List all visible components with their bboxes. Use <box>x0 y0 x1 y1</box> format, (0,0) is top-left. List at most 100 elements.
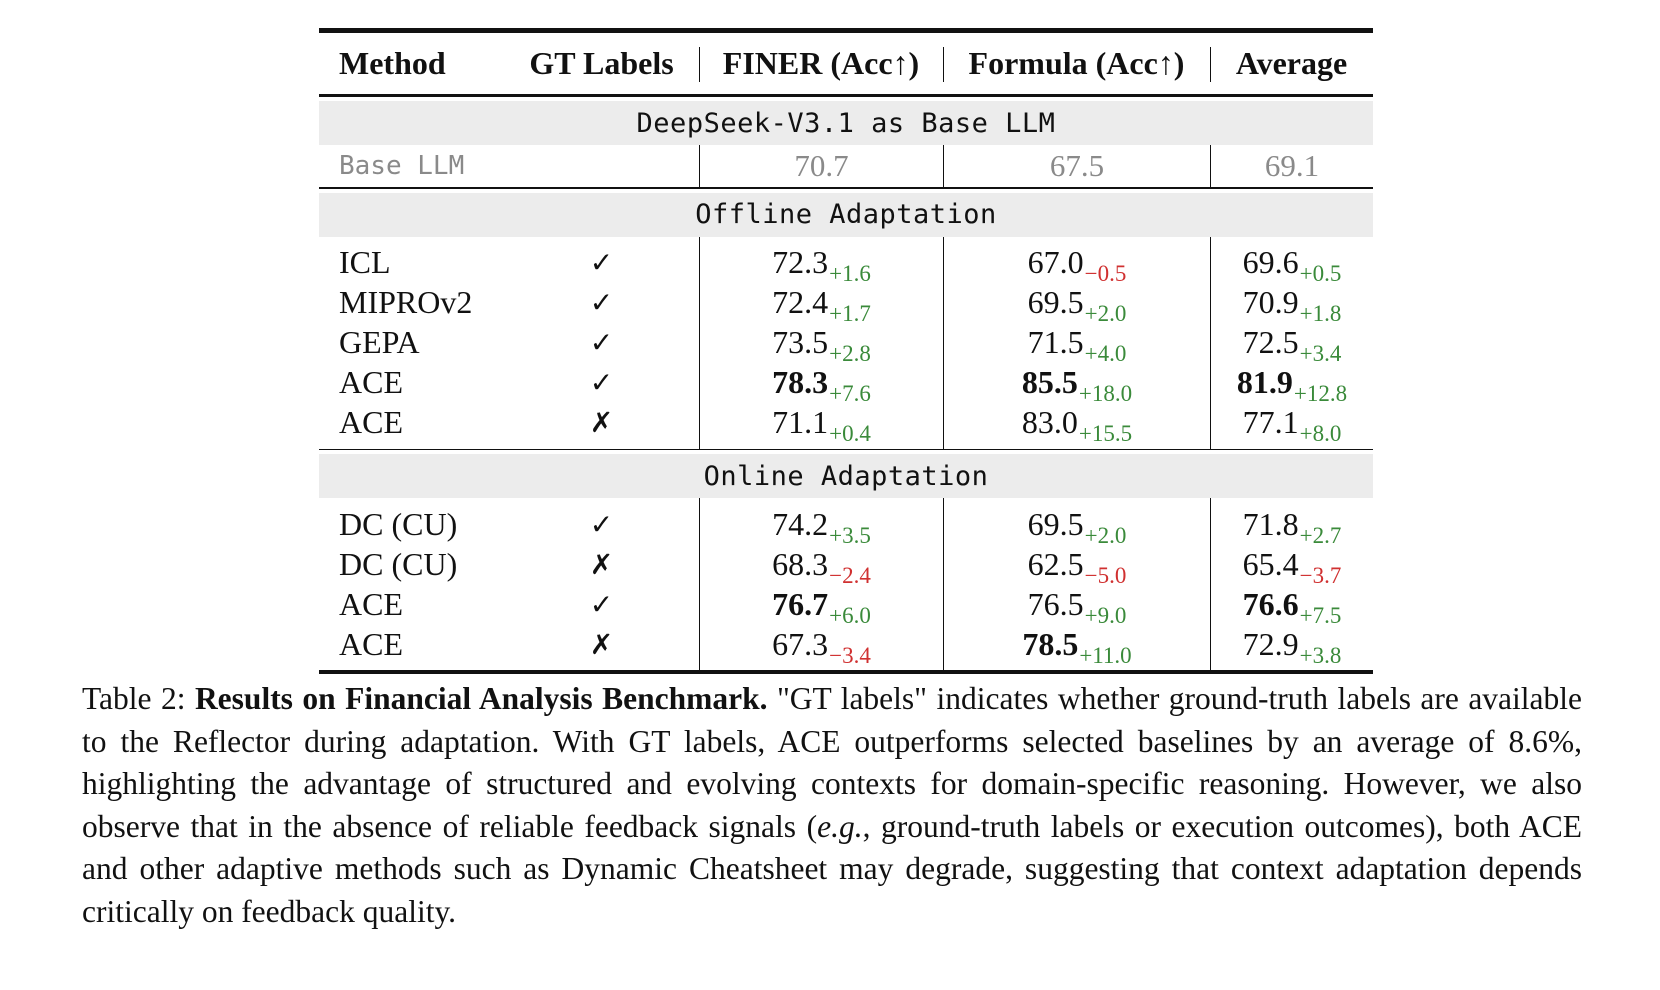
gt-label-cell: ✓ <box>504 243 699 283</box>
average-score: 70.9 <box>1242 284 1299 320</box>
caption-label: Table 2: <box>82 681 186 716</box>
finer-cell: 74.2 +3.5 <box>699 504 943 548</box>
gt-label-cell: ✗ <box>504 403 699 443</box>
formula-value: 67.0 −0.5 <box>1028 244 1127 286</box>
section-offline: Offline Adaptation <box>319 192 1373 237</box>
finer-score: 78.3 <box>772 364 829 400</box>
average-delta: +8.0 <box>1299 421 1342 446</box>
finer-cell: 71.1 +0.4 <box>699 402 943 446</box>
average-score: 76.6 <box>1242 585 1299 622</box>
finer-value: 76.7 +6.0 <box>772 585 871 628</box>
formula-value: 62.5 −5.0 <box>1028 546 1127 588</box>
gt-label-cell: ✓ <box>504 363 699 403</box>
finer-delta: +6.0 <box>829 602 871 628</box>
gt-label-cell: ✓ <box>504 504 699 544</box>
finer-delta: +7.6 <box>829 381 871 406</box>
average-value: 70.9 +1.8 <box>1242 284 1342 326</box>
caption-body-1: "GT labels" indicates whether ground-tru… <box>82 681 1583 844</box>
method-cell: ACE <box>339 404 403 440</box>
formula-value: 83.0 +15.5 <box>1022 404 1132 446</box>
finer-score: 74.2 <box>772 505 829 542</box>
base-llm-row: Base LLM 70.7 67.5 69.1 <box>319 145 1373 187</box>
formula-score: 78.5 <box>1022 625 1079 662</box>
finer-value: 67.3 −3.4 <box>772 625 871 668</box>
top-rule <box>319 28 1373 33</box>
table-row: DC (CU) ✓ 74.2 +3.5 69.5 +2.0 71.8 +2.7 <box>319 504 1373 548</box>
average-score: 69.6 <box>1242 244 1299 280</box>
average-delta: +3.8 <box>1299 642 1342 668</box>
cross-icon: ✗ <box>589 547 614 581</box>
method-cell: DC (CU) <box>339 545 458 582</box>
table-row: ICL ✓ 72.3 +1.6 67.0 −0.5 69.6 +0.5 <box>319 242 1373 286</box>
average-value: 72.5 +3.4 <box>1243 324 1342 366</box>
finer-delta: +3.5 <box>829 522 871 548</box>
average-cell: 70.9 +1.8 <box>1210 282 1373 326</box>
formula-value: 85.5 +18.0 <box>1021 364 1132 406</box>
table-row: ACE ✗ 71.1 +0.4 83.0 +15.5 77.1 +8.0 <box>319 402 1373 446</box>
formula-value: 71.5 +4.0 <box>1028 324 1127 366</box>
finer-score: 68.3 <box>772 545 829 582</box>
header-gt-labels: GT Labels <box>529 45 674 81</box>
method-cell: MIPROv2 <box>339 284 473 320</box>
average-score: 65.4 <box>1242 545 1299 582</box>
base-formula: 67.5 <box>943 145 1210 187</box>
average-delta: +12.8 <box>1293 381 1348 406</box>
finer-value: 72.4 +1.7 <box>772 284 871 326</box>
formula-value: 69.5 +2.0 <box>1027 284 1127 326</box>
average-delta: +0.5 <box>1299 261 1342 286</box>
average-score: 71.8 <box>1242 505 1299 542</box>
header-rule <box>319 94 1373 97</box>
header-formula: Formula (Acc↑) <box>943 33 1210 94</box>
gt-label-cell: ✗ <box>504 624 699 664</box>
finer-value: 71.1 +0.4 <box>772 404 871 446</box>
bottom-rule <box>319 670 1373 674</box>
finer-delta: −2.4 <box>829 562 871 588</box>
table-row: ACE ✓ 76.7 +6.0 76.5 +9.0 76.6 +7.5 <box>319 584 1373 628</box>
average-value: 69.6 +0.5 <box>1242 244 1342 286</box>
finer-delta: +1.6 <box>829 261 871 286</box>
cross-icon: ✗ <box>589 627 614 661</box>
table-row: DC (CU) ✗ 68.3 −2.4 62.5 −5.0 65.4 −3.7 <box>319 544 1373 588</box>
base-finer: 70.7 <box>699 145 943 187</box>
check-icon: ✓ <box>589 507 614 541</box>
formula-cell: 76.5 +9.0 <box>943 584 1210 628</box>
finer-value: 68.3 −2.4 <box>772 545 871 588</box>
average-delta: +2.7 <box>1299 522 1342 548</box>
average-value: 77.1 +8.0 <box>1243 404 1342 446</box>
check-icon: ✓ <box>589 326 614 359</box>
method-cell: GEPA <box>339 324 420 360</box>
formula-score: 85.5 <box>1021 364 1078 400</box>
offline-rows: ICL ✓ 72.3 +1.6 67.0 −0.5 69.6 +0.5 MIPROv2 ✓ 72.4… <box>319 236 1373 449</box>
finer-delta: −3.4 <box>829 642 871 668</box>
formula-delta: −0.5 <box>1084 261 1127 286</box>
average-value: 81.9 +12.8 <box>1237 364 1347 406</box>
section-online: Online Adaptation <box>319 454 1373 498</box>
formula-cell: 67.0 −0.5 <box>943 242 1210 286</box>
online-rows: DC (CU) ✓ 74.2 +3.5 69.5 +2.0 71.8 +2.7 DC (CU) ✗… <box>319 498 1373 670</box>
finer-score: 67.3 <box>772 625 829 662</box>
average-delta: +7.5 <box>1299 602 1342 628</box>
check-icon: ✓ <box>589 587 614 621</box>
table-row: MIPROv2 ✓ 72.4 +1.7 69.5 +2.0 70.9 +1.8 <box>319 282 1373 326</box>
formula-value: 69.5 +2.0 <box>1027 505 1127 548</box>
formula-delta: +4.0 <box>1084 341 1127 366</box>
average-value: 76.6 +7.5 <box>1242 585 1342 628</box>
gt-label-cell: ✓ <box>504 323 699 363</box>
formula-cell: 85.5 +18.0 <box>943 362 1210 406</box>
average-cell: 65.4 −3.7 <box>1210 544 1373 588</box>
caption-title: Results on Financial Analysis Benchmark. <box>194 681 768 716</box>
section-base-llm: DeepSeek-V3.1 as Base LLM <box>319 101 1373 145</box>
average-cell: 81.9 +12.8 <box>1210 362 1373 406</box>
formula-delta: +11.0 <box>1079 642 1132 668</box>
finer-delta: +0.4 <box>829 421 871 446</box>
finer-cell: 68.3 −2.4 <box>699 544 943 588</box>
average-value: 71.8 +2.7 <box>1242 505 1342 548</box>
gt-label-cell: ✓ <box>504 584 699 624</box>
formula-cell: 69.5 +2.0 <box>943 504 1210 548</box>
finer-value: 78.3 +7.6 <box>772 364 871 406</box>
finer-score: 76.7 <box>772 585 829 622</box>
formula-score: 69.5 <box>1027 505 1084 542</box>
finer-cell: 67.3 −3.4 <box>699 624 943 668</box>
formula-score: 69.5 <box>1027 284 1084 320</box>
formula-score: 76.5 <box>1027 585 1084 622</box>
